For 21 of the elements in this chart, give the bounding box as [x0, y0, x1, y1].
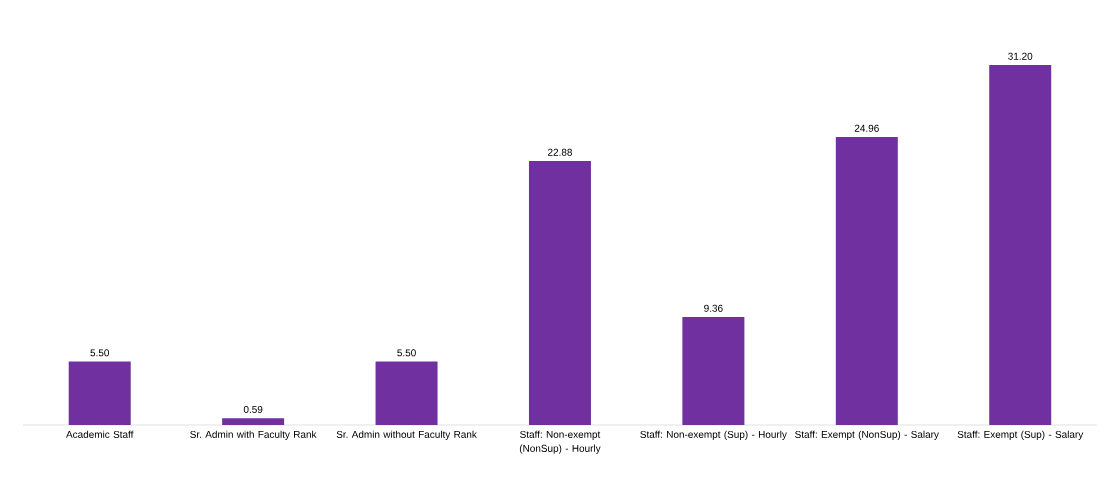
bar	[68, 361, 131, 425]
x-tick-label: Staff: Non-exempt (Sup) - Hourly	[640, 430, 787, 440]
bar	[989, 65, 1052, 425]
x-tick-label: Sr. Admin with Faculty Rank	[190, 430, 317, 440]
bar	[835, 137, 898, 425]
bar	[222, 418, 285, 425]
data-label: 0.59	[243, 405, 263, 413]
x-tick-label: Sr. Admin without Faculty Rank	[336, 430, 477, 440]
data-label: 31.20	[1008, 52, 1033, 60]
data-label: 24.96	[854, 124, 879, 132]
data-label: 5.50	[397, 349, 416, 357]
x-tick-label: Staff: Non-exempt (NonSup) - Hourly	[519, 430, 601, 454]
bar	[682, 317, 745, 425]
bar	[528, 161, 591, 425]
x-tick-label: Staff: Exempt (NonSup) - Salary	[795, 430, 939, 440]
bar	[375, 361, 438, 425]
x-tick-label: Staff: Exempt (Sup) - Salary	[957, 430, 1084, 440]
data-label: 9.36	[704, 304, 723, 312]
x-tick-label: Academic Staff	[66, 430, 134, 438]
data-label: 5.50	[90, 349, 110, 357]
data-label: 22.88	[548, 148, 572, 156]
